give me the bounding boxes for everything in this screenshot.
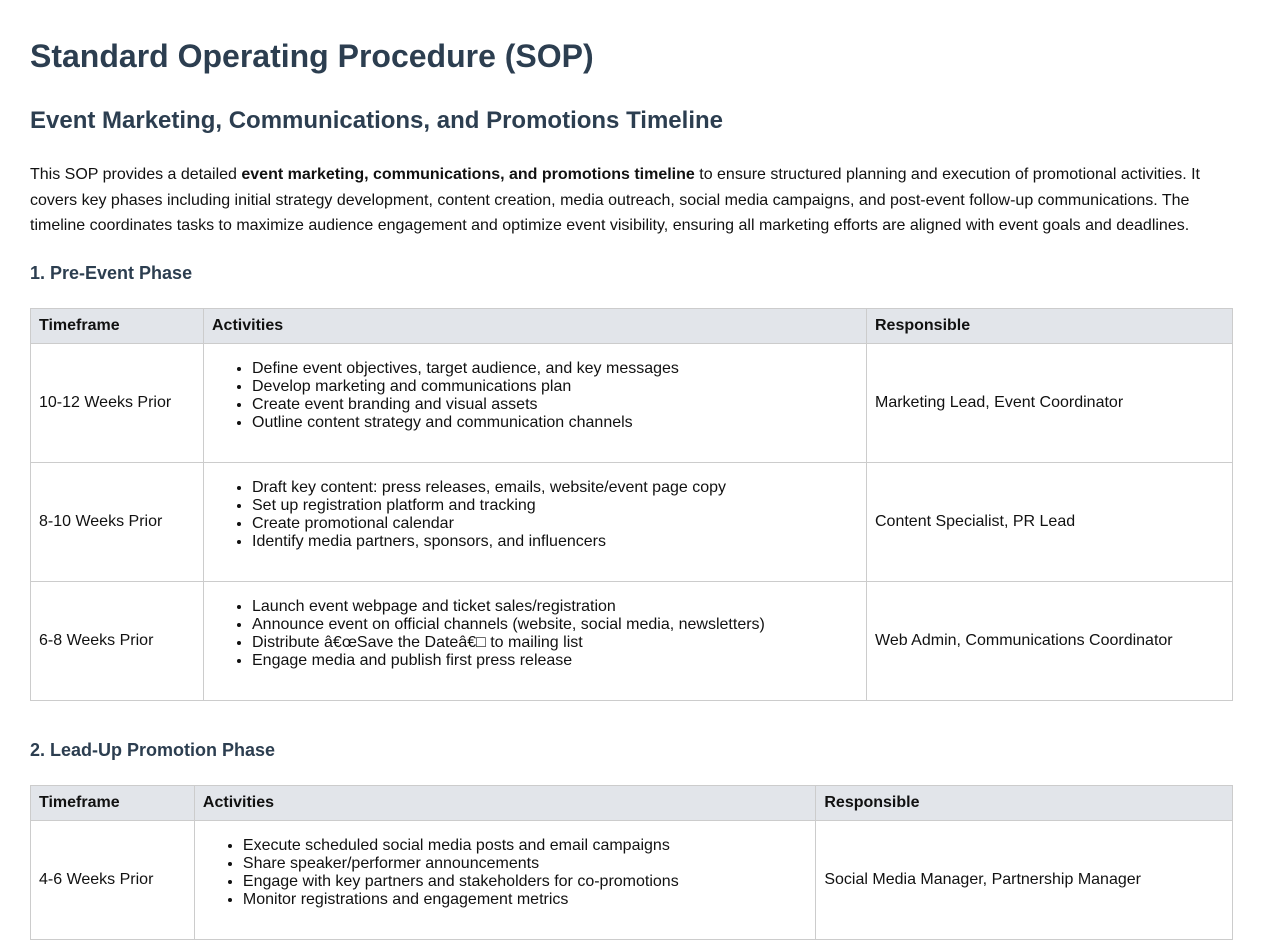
intro-bold: event marketing, communications, and pro… bbox=[241, 166, 695, 183]
column-header: Responsible bbox=[815, 784, 1233, 821]
activities-list: Draft key content: press releases, email… bbox=[212, 479, 858, 551]
page-title: Standard Operating Procedure (SOP) bbox=[30, 38, 594, 74]
activity-item: Define event objectives, target audience… bbox=[252, 360, 858, 378]
section-heading: 1. Pre-Event Phase bbox=[30, 262, 193, 283]
column-header: Timeframe bbox=[30, 307, 204, 344]
activity-item: Monitor registrations and engagement met… bbox=[243, 891, 807, 909]
column-header: Activities bbox=[193, 784, 817, 821]
activities-cell: Launch event webpage and ticket sales/re… bbox=[203, 580, 867, 701]
activity-item: Create event branding and visual assets bbox=[252, 396, 858, 414]
activity-item: Develop marketing and communications pla… bbox=[252, 378, 858, 396]
column-header: Activities bbox=[203, 307, 867, 344]
table-row: 8-10 Weeks Prior Draft key content: press… bbox=[30, 461, 1233, 582]
responsible-cell: Content Specialist, PR Lead bbox=[866, 461, 1233, 582]
table-row: 10-12 Weeks Prior Define event objectives… bbox=[30, 342, 1233, 463]
activity-item: Engage with key partners and stakeholder… bbox=[243, 873, 807, 891]
activity-item: Outline content strategy and communicati… bbox=[252, 414, 858, 432]
intro-text-rest: to ensure structured planning and execut… bbox=[30, 166, 1200, 234]
activity-item: Identify media partners, sponsors, and i… bbox=[252, 533, 858, 551]
activity-item: Distribute â€œSave the Dateâ€□ to mailin… bbox=[252, 634, 858, 652]
table-header-row: Timeframe Activities Responsible bbox=[30, 784, 1233, 821]
activity-item: Create promotional calendar bbox=[252, 515, 858, 533]
timeline-table: Timeframe Activities Responsible 10-12 Week… bbox=[30, 307, 1233, 701]
table-row: 6-8 Weeks Prior Launch event webpage and … bbox=[30, 580, 1233, 701]
activities-list: Execute scheduled social media posts and… bbox=[203, 837, 807, 909]
activities-cell: Draft key content: press releases, email… bbox=[203, 461, 867, 582]
activity-item: Set up registration platform and trackin… bbox=[252, 497, 858, 515]
activities-list: Define event objectives, target audience… bbox=[212, 360, 858, 432]
column-header: Responsible bbox=[866, 307, 1233, 344]
activity-item: Announce event on official channels (web… bbox=[252, 616, 858, 634]
activity-item: Share speaker/performer announcements bbox=[243, 855, 807, 873]
timeframe-cell: 10-12 Weeks Prior bbox=[30, 342, 204, 463]
intro-paragraph: This SOP provides a detailed event marke… bbox=[30, 162, 1233, 239]
responsible-cell: Marketing Lead, Event Coordinator bbox=[866, 342, 1233, 463]
timeframe-cell: 6-8 Weeks Prior bbox=[30, 580, 204, 701]
table-header-row: Timeframe Activities Responsible bbox=[30, 307, 1233, 344]
activity-item: Engage media and publish first press rel… bbox=[252, 652, 858, 670]
activity-item: Draft key content: press releases, email… bbox=[252, 479, 858, 497]
activities-list: Launch event webpage and ticket sales/re… bbox=[212, 598, 858, 670]
timeframe-cell: 8-10 Weeks Prior bbox=[30, 461, 204, 582]
activity-item: Execute scheduled social media posts and… bbox=[243, 837, 807, 855]
page-subtitle: Event Marketing, Communications, and Pro… bbox=[30, 107, 723, 134]
responsible-cell: Web Admin, Communications Coordinator bbox=[866, 580, 1233, 701]
column-header: Timeframe bbox=[30, 784, 195, 821]
activities-cell: Define event objectives, target audience… bbox=[203, 342, 867, 463]
intro-text: This SOP provides a detailed bbox=[30, 166, 242, 183]
activity-item: Launch event webpage and ticket sales/re… bbox=[252, 598, 858, 616]
section-heading: 2. Lead-Up Promotion Phase bbox=[30, 739, 276, 760]
timeline-table: Timeframe Activities Responsible 4-6 Weeks … bbox=[30, 784, 1233, 940]
